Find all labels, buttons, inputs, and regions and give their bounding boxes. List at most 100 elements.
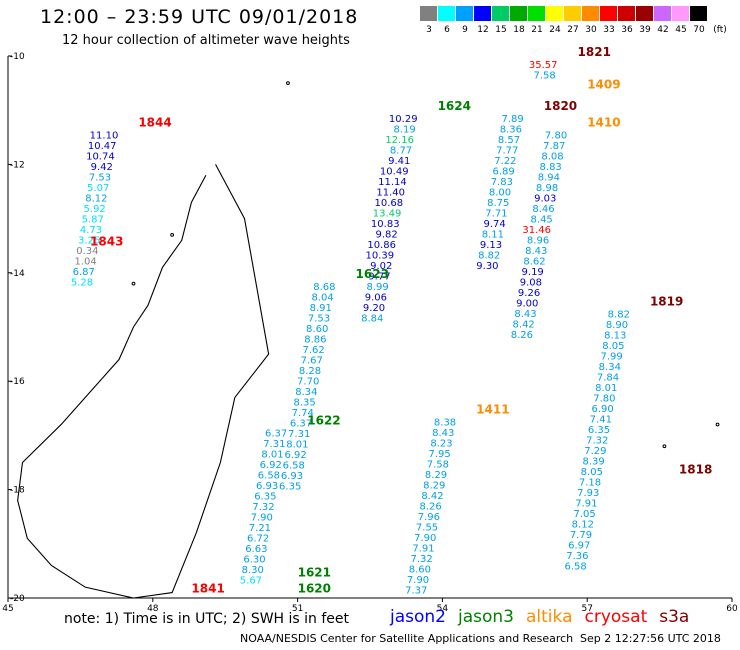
wave-value: 0.34 [76,246,98,257]
wave-value: 6.37 [265,429,287,440]
legend-swatch-70 [690,6,707,21]
lat-tick-label: -12 [10,160,25,170]
wave-value: 7.93 [577,488,599,499]
legend-label-36: 36 [621,25,633,35]
generation-timestamp: Sep 2 12:27:56 UTC 2018 [580,632,721,645]
wave-value: 7.96 [418,512,440,523]
wave-value: 7.58 [533,71,555,82]
wave-value: 9.82 [376,230,398,241]
wave-value: 8.35 [293,398,315,409]
wave-value: 9.77 [368,272,390,283]
legend-label-18: 18 [513,25,525,35]
track-id-1818: 1818 [679,462,712,476]
wave-value: 7.90 [414,533,436,544]
wave-value: 7.90 [407,575,429,586]
track-id-1620: 1620 [298,582,331,596]
lat-tick-label: -10 [10,52,25,62]
wave-value: 7.53 [89,172,111,183]
wave-value: 6.87 [73,267,95,278]
legend-label-39: 39 [639,25,651,35]
wave-value: 7.05 [573,509,595,520]
wave-value: 6.92 [260,460,282,471]
lat-tick-label: -14 [10,269,25,279]
wave-value: 6.35 [588,425,610,436]
wave-value: 3.25 [78,235,100,246]
track-id-1841: 1841 [191,582,224,596]
track-id-1844: 1844 [138,115,171,129]
track-id-1409: 1409 [587,78,620,92]
wave-value: 7.79 [570,530,592,541]
wave-value: 6.93 [281,471,303,482]
legend-label-15: 15 [495,25,507,35]
wave-value: 8.96 [527,235,549,246]
legend-swatch-36 [618,6,635,21]
wave-value: 8.12 [85,193,107,204]
wave-value: 7.84 [597,372,619,383]
legend-label-24: 24 [549,25,561,35]
legend-swatch-30 [582,6,599,21]
wave-value: 9.74 [483,219,505,230]
wave-value: 6.89 [492,167,514,178]
track-id-1623: 1623 [356,267,389,281]
legend-swatch-15 [492,6,509,21]
wave-value: 8.43 [514,309,536,320]
wave-value: 5.67 [240,576,262,587]
wave-value: 7.41 [590,414,612,425]
track-id-1411: 1411 [476,403,509,417]
wave-value: 8.98 [536,183,558,194]
wave-value: 8.01 [286,440,308,451]
wave-value: 8.42 [513,319,535,330]
wave-value: 8.26 [420,502,442,513]
wave-value: 8.05 [602,341,624,352]
wave-value: 10.68 [375,198,404,209]
wave-value: 7.31 [288,429,310,440]
wave-value: 8.39 [582,456,604,467]
wave-value: 8.26 [511,330,533,341]
wave-value: 8.11 [482,230,504,241]
wave-value: 8.23 [430,439,452,450]
wave-value: 7.91 [412,544,434,555]
lon-tick-label: 60 [726,604,738,614]
wave-value: 9.13 [480,240,502,251]
track-id-1821: 1821 [578,45,611,59]
wave-value: 8.45 [531,214,553,225]
wave-value: 8.38 [434,418,456,429]
wave-value: 9.06 [365,293,387,304]
wave-value: 8.01 [595,383,617,394]
wave-value: 31.46 [522,225,551,236]
wave-value: 7.77 [496,146,518,157]
lon-tick-label: 54 [437,604,449,614]
wave-value: 8.29 [423,481,445,492]
wave-value: 7.21 [249,523,271,534]
wave-value: 7.18 [579,477,601,488]
wave-value: 7.95 [429,449,451,460]
lon-tick-label: 45 [2,604,13,614]
wave-value: 8.60 [409,565,431,576]
island [170,232,175,237]
legend-label-45: 45 [675,25,687,35]
wave-value: 8.01 [261,450,283,461]
wave-value: 9.03 [534,193,556,204]
satellite-cryosat: cryosat [584,607,648,627]
wave-value: 35.57 [529,60,558,71]
map-subtitle: 12 hour collection of altimeter wave hei… [62,33,350,48]
wave-value: 8.28 [299,366,321,377]
wave-value: 8.00 [489,188,511,199]
wave-value: 7.71 [485,209,507,220]
satellite-jason3: jason3 [458,607,514,627]
wave-value: 13.49 [373,209,402,220]
wave-value: 4.73 [80,225,102,236]
wave-value: 8.12 [572,519,594,530]
legend-swatch-39 [636,6,653,21]
lon-tick-label: 51 [292,604,303,614]
wave-value: 8.86 [304,335,326,346]
wave-value: 6.63 [245,544,267,555]
wave-value: 8.05 [581,467,603,478]
wave-value: 6.30 [243,555,265,566]
wave-value: 5.87 [82,214,104,225]
island [715,422,720,427]
wave-value: 8.60 [306,324,328,335]
wave-value: 7.80 [545,130,567,141]
wave-value: 6.58 [258,471,280,482]
wave-value: 7.31 [263,439,285,450]
